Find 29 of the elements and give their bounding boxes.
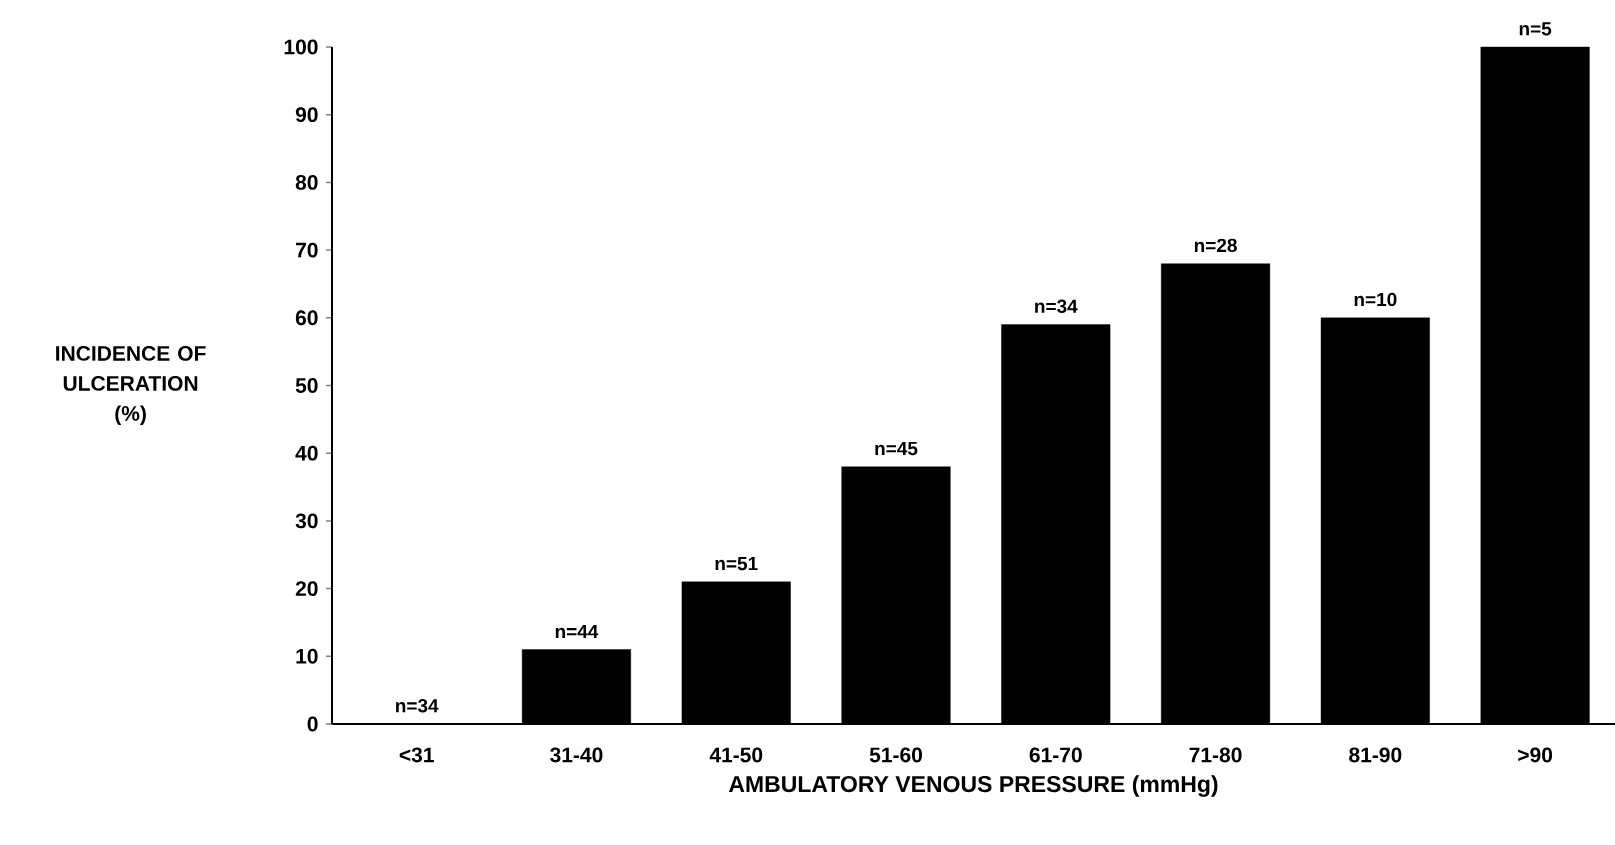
- y-tick-label: 30: [295, 513, 318, 529]
- y-tick-label: 20: [295, 581, 318, 597]
- y-tick-label: 80: [295, 174, 318, 190]
- x-tick-label: 61-70: [1029, 747, 1082, 763]
- y-tick-label: 70: [296, 242, 318, 258]
- x-tick-label: <31: [399, 747, 434, 763]
- y-tick-label: 90: [295, 107, 318, 123]
- y-axis-title: INCIDENCE OF ULCERATION (%): [56, 345, 206, 425]
- x-axis-title: AMBULATORY VENOUS PRESSURE (mmHg): [728, 775, 1218, 797]
- y-tick-label: 10: [296, 648, 318, 664]
- x-tick-label: 31-40: [550, 747, 603, 763]
- annotation: n=44: [555, 624, 599, 638]
- annotation: n=51: [715, 557, 758, 571]
- x-tick-label: 71-80: [1189, 747, 1242, 763]
- annotation: n=5: [1519, 22, 1552, 36]
- y-tick-label: 50: [295, 378, 318, 393]
- x-tick-label: 41-50: [709, 747, 763, 763]
- x-tick-label: 51-60: [869, 747, 922, 763]
- x-tick-label: 81-90: [1349, 747, 1402, 763]
- y-tick-label: 100: [284, 39, 318, 55]
- x-tick-label: >90: [1518, 747, 1553, 763]
- y-tick-label: 40: [295, 445, 318, 461]
- annotation: n=45: [875, 441, 918, 456]
- annotation: n=34: [1035, 299, 1078, 314]
- annotation: n=28: [1194, 238, 1237, 253]
- annotation: n=34: [396, 698, 439, 713]
- y-tick-label: 60: [295, 310, 318, 326]
- y-tick-label: 0: [307, 716, 318, 732]
- annotation: n=10: [1354, 292, 1397, 307]
